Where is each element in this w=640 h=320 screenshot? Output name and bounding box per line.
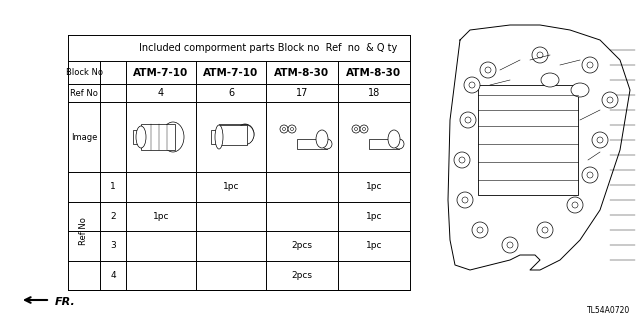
Ellipse shape bbox=[322, 139, 332, 149]
Circle shape bbox=[457, 192, 473, 208]
Text: 6: 6 bbox=[228, 88, 234, 98]
Ellipse shape bbox=[316, 130, 328, 148]
Circle shape bbox=[480, 62, 496, 78]
Text: 1: 1 bbox=[110, 182, 116, 191]
Ellipse shape bbox=[360, 125, 368, 133]
Text: ATM-7-10: ATM-7-10 bbox=[204, 68, 259, 77]
Bar bbox=[133, 130, 143, 144]
Circle shape bbox=[592, 132, 608, 148]
Text: 1pc: 1pc bbox=[365, 212, 382, 221]
Text: 2pcs: 2pcs bbox=[291, 271, 312, 280]
Circle shape bbox=[465, 117, 471, 123]
Text: Image: Image bbox=[71, 132, 97, 141]
Circle shape bbox=[537, 222, 553, 238]
Ellipse shape bbox=[388, 130, 400, 148]
Circle shape bbox=[532, 47, 548, 63]
Ellipse shape bbox=[571, 83, 589, 97]
Circle shape bbox=[477, 227, 483, 233]
Text: ATM-8-30: ATM-8-30 bbox=[346, 68, 401, 77]
Circle shape bbox=[462, 197, 468, 203]
Circle shape bbox=[582, 167, 598, 183]
Circle shape bbox=[587, 62, 593, 68]
Text: ATM-8-30: ATM-8-30 bbox=[275, 68, 330, 77]
Text: 1pc: 1pc bbox=[223, 182, 239, 191]
Circle shape bbox=[459, 157, 465, 163]
Bar bbox=[219, 124, 247, 144]
Text: 1pc: 1pc bbox=[365, 182, 382, 191]
Ellipse shape bbox=[282, 127, 285, 131]
Circle shape bbox=[542, 227, 548, 233]
Ellipse shape bbox=[541, 73, 559, 87]
Circle shape bbox=[460, 112, 476, 128]
Text: 4: 4 bbox=[158, 88, 164, 98]
Ellipse shape bbox=[291, 127, 294, 131]
Text: 1pc: 1pc bbox=[365, 241, 382, 250]
Ellipse shape bbox=[236, 124, 254, 144]
Text: 4: 4 bbox=[110, 271, 116, 280]
Circle shape bbox=[464, 77, 480, 93]
Circle shape bbox=[572, 202, 578, 208]
Circle shape bbox=[607, 97, 613, 103]
Text: 17: 17 bbox=[296, 88, 308, 98]
Text: Included comporment parts Block no  Ref  no  & Q ty: Included comporment parts Block no Ref n… bbox=[139, 43, 397, 53]
Ellipse shape bbox=[362, 127, 365, 131]
Circle shape bbox=[602, 92, 618, 108]
Circle shape bbox=[485, 67, 491, 73]
Ellipse shape bbox=[352, 125, 360, 133]
Ellipse shape bbox=[394, 139, 404, 149]
Circle shape bbox=[587, 172, 593, 178]
Bar bbox=[478, 85, 578, 195]
Text: FR.: FR. bbox=[55, 297, 76, 307]
Circle shape bbox=[502, 237, 518, 253]
Text: 18: 18 bbox=[368, 88, 380, 98]
Ellipse shape bbox=[162, 122, 184, 152]
Circle shape bbox=[469, 82, 475, 88]
Bar bbox=[297, 139, 327, 149]
Text: ATM-7-10: ATM-7-10 bbox=[133, 68, 189, 77]
Text: 3: 3 bbox=[110, 241, 116, 250]
Ellipse shape bbox=[288, 125, 296, 133]
Ellipse shape bbox=[215, 125, 223, 149]
Text: Block No: Block No bbox=[65, 68, 102, 77]
Circle shape bbox=[567, 197, 583, 213]
Text: 2: 2 bbox=[110, 212, 116, 221]
Ellipse shape bbox=[136, 126, 146, 148]
Text: 1pc: 1pc bbox=[153, 212, 169, 221]
Ellipse shape bbox=[280, 125, 288, 133]
Circle shape bbox=[472, 222, 488, 238]
Circle shape bbox=[454, 152, 470, 168]
Bar bbox=[211, 130, 221, 144]
Circle shape bbox=[507, 242, 513, 248]
Bar bbox=[369, 139, 399, 149]
Ellipse shape bbox=[355, 127, 358, 131]
Bar bbox=[141, 124, 175, 150]
Circle shape bbox=[537, 52, 543, 58]
Circle shape bbox=[597, 137, 603, 143]
Circle shape bbox=[582, 57, 598, 73]
Text: Ref No: Ref No bbox=[70, 89, 98, 98]
Text: Ref No: Ref No bbox=[79, 217, 88, 245]
Text: 2pcs: 2pcs bbox=[291, 241, 312, 250]
Bar bbox=[219, 124, 247, 145]
Text: TL54A0720: TL54A0720 bbox=[587, 306, 630, 315]
Ellipse shape bbox=[236, 124, 254, 145]
